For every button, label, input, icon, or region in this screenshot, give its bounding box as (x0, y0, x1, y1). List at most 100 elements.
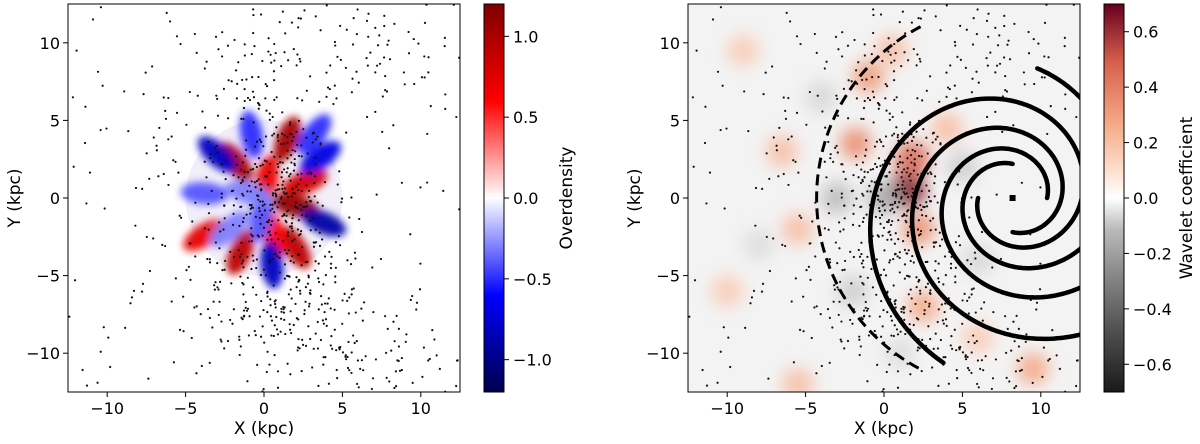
star-dot (881, 200, 884, 203)
star-dot (863, 176, 866, 179)
spiral-arm (867, 96, 1080, 366)
left-plot-area (67, 3, 461, 393)
star-dot (870, 52, 873, 56)
star-dot (900, 307, 903, 310)
star-dot (96, 70, 100, 73)
star-dot (949, 266, 953, 270)
overdensity-colorbar-tick-label: 0.5 (513, 108, 538, 127)
star-dot (318, 231, 321, 234)
star-dot (246, 380, 249, 383)
star-dot (869, 190, 872, 193)
star-dot (816, 94, 819, 97)
star-dot (297, 188, 300, 192)
star-dot (944, 318, 948, 321)
star-dot (874, 215, 877, 218)
star-dot (252, 259, 255, 262)
star-dot (949, 262, 953, 265)
star-dot (155, 149, 158, 152)
star-dot (994, 26, 997, 29)
star-dot (266, 290, 269, 293)
star-dot (826, 308, 830, 311)
star-dot (290, 195, 293, 198)
wavelet-positive-blob (781, 213, 814, 246)
star-dot (968, 296, 971, 299)
star-dot (902, 180, 905, 183)
star-dot (379, 257, 383, 261)
star-dot (219, 338, 222, 341)
star-dot (71, 96, 74, 99)
star-dot (313, 175, 317, 178)
star-dot (395, 314, 398, 317)
star-dot (217, 313, 220, 317)
star-dot (883, 0, 885, 1)
star-dot (290, 139, 294, 143)
star-dot (372, 310, 375, 314)
star-dot (927, 195, 930, 199)
star-dot (930, 172, 933, 176)
star-dot (103, 207, 106, 210)
star-dot (262, 308, 265, 312)
star-dot (382, 56, 386, 59)
star-dot (918, 279, 921, 282)
star-dot (164, 109, 167, 112)
star-dot (802, 295, 805, 298)
left-x-tick-label: 0 (259, 399, 269, 418)
star-dot (851, 223, 855, 226)
star-dot (283, 248, 287, 252)
star-dot (281, 187, 284, 191)
star-dot (333, 84, 336, 87)
star-dot (331, 347, 334, 350)
star-dot (866, 380, 869, 383)
star-dot (245, 213, 248, 216)
star-dot (290, 331, 293, 335)
star-dot (958, 348, 961, 351)
star-dot (311, 217, 315, 220)
star-dot (723, 207, 726, 210)
star-dot (905, 221, 908, 224)
star-dot (158, 126, 161, 129)
star-dot (940, 303, 943, 306)
star-dot (273, 242, 276, 245)
star-dot (109, 365, 112, 369)
overdensity-negative-blob (297, 114, 332, 155)
star-dot (925, 214, 928, 218)
star-dot (274, 51, 277, 55)
star-dot (1023, 83, 1026, 86)
star-dot (888, 363, 891, 366)
star-dot (294, 302, 297, 306)
star-dot (206, 257, 209, 261)
star-dot (297, 154, 301, 158)
overdensity-colorbar-label: Overdensity (557, 147, 577, 250)
star-dot (902, 305, 905, 309)
star-dot (383, 14, 386, 17)
star-dot (148, 177, 151, 180)
star-dot (301, 338, 304, 342)
star-dot (83, 141, 87, 145)
star-dot (871, 168, 875, 171)
star-dot (268, 162, 272, 166)
star-dot (361, 319, 364, 322)
star-dot (932, 241, 935, 244)
star-dot (134, 224, 137, 227)
star-dot (941, 319, 944, 322)
wavelet-positive-blob (962, 321, 995, 354)
star-dot (206, 308, 210, 311)
star-dot (956, 55, 959, 58)
star-dot (946, 427, 948, 429)
star-dot (155, 144, 158, 147)
star-dot (932, 131, 936, 134)
star-dot (934, 260, 937, 263)
overdensity-positive-blob (226, 229, 255, 275)
star-dot (376, 44, 380, 47)
star-dot (220, 192, 223, 195)
star-dot (900, 310, 903, 313)
star-dot (336, 183, 339, 186)
star-dot (762, 93, 765, 96)
star-dot (903, 202, 906, 205)
star-dot (904, 32, 907, 35)
star-dot (937, 277, 940, 280)
star-dot (216, 286, 219, 289)
spiral-arm (939, 146, 1080, 300)
star-dot (312, 245, 316, 248)
left-y-tick-label: −10 (26, 344, 60, 363)
